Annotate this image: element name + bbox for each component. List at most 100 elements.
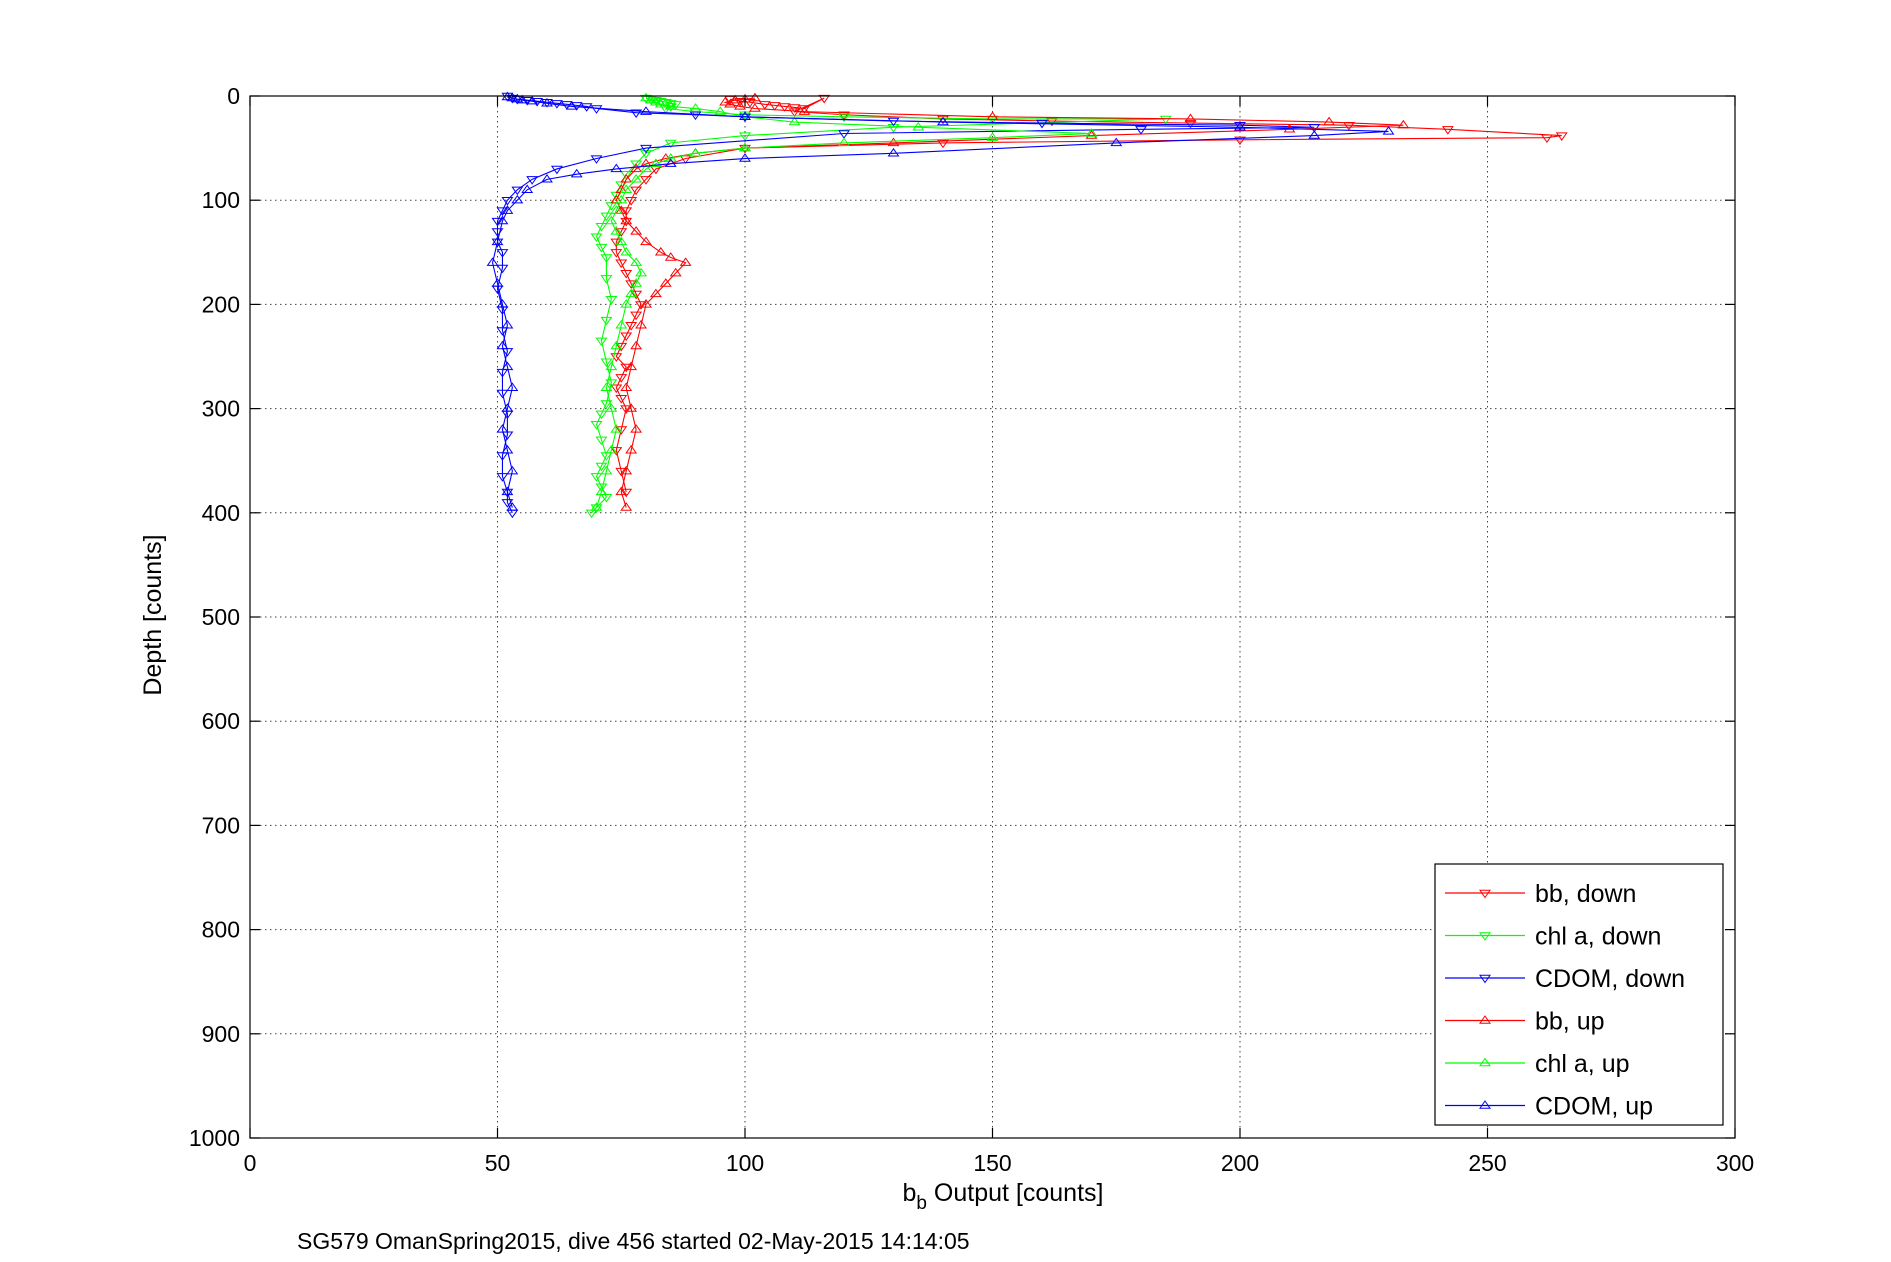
data-point	[511, 93, 524, 103]
data-point	[659, 278, 672, 287]
data-point	[937, 116, 949, 126]
data-point	[640, 163, 652, 173]
data-point	[501, 205, 514, 214]
data-point	[620, 502, 633, 511]
data-point	[630, 340, 643, 350]
data-point	[605, 361, 618, 371]
legend-entry: bb, down	[1445, 880, 1636, 908]
x-tick-label: 100	[726, 1150, 764, 1176]
y-axis-ticks: 0 100 200 300 400 500 600 700 800 900 1000	[189, 83, 1735, 1151]
legend-swatch-marker	[1479, 932, 1491, 941]
data-point	[605, 295, 618, 305]
legend-swatch-marker	[1479, 1057, 1491, 1067]
data-point	[669, 267, 682, 277]
data-point	[501, 499, 514, 508]
data-point	[620, 332, 633, 342]
y-tick-label: 200	[202, 291, 240, 317]
data-point	[501, 488, 514, 498]
data-point	[511, 186, 524, 196]
data-point	[615, 426, 628, 435]
data-point	[654, 98, 667, 108]
data-point	[511, 194, 524, 204]
data-point	[600, 400, 613, 409]
y-tick-label: 900	[202, 1021, 240, 1047]
data-point	[610, 340, 623, 350]
data-point	[630, 160, 643, 170]
data-point	[689, 147, 702, 157]
data-point	[610, 424, 623, 433]
legend-swatch-marker	[1479, 1015, 1491, 1024]
legend-box	[1434, 863, 1724, 1126]
data-point	[501, 361, 514, 371]
data-point	[640, 106, 652, 115]
data-point	[615, 319, 628, 329]
data-point	[748, 103, 761, 112]
y-tick-label: 1000	[189, 1125, 240, 1151]
data-point	[838, 111, 850, 121]
data-point	[679, 257, 692, 266]
data-point	[664, 139, 677, 149]
data-point	[714, 106, 727, 115]
data-point	[640, 176, 652, 185]
data-point	[640, 92, 652, 102]
legend-entry: CDOM, down	[1445, 965, 1685, 993]
data-point	[491, 217, 504, 227]
data-point	[1234, 136, 1246, 146]
data-point	[506, 509, 519, 519]
data-point	[798, 106, 811, 115]
data-point	[986, 111, 999, 121]
data-point	[1441, 126, 1454, 135]
legend-entry: chl a, down	[1445, 923, 1661, 951]
data-point	[595, 483, 608, 493]
data-point	[620, 299, 633, 308]
data-point	[739, 132, 751, 141]
data-point	[838, 130, 850, 139]
series-0	[610, 94, 1568, 498]
data-point	[595, 243, 608, 253]
series-line	[591, 97, 1166, 514]
data-point	[644, 94, 657, 104]
data-point	[620, 184, 633, 193]
data-point	[595, 223, 608, 232]
x-tick-label: 200	[1221, 1150, 1259, 1176]
data-point	[496, 249, 509, 258]
legend-entry: chl a, up	[1445, 1050, 1630, 1078]
data-point	[491, 238, 504, 248]
data-point	[521, 184, 534, 193]
data-point	[600, 254, 613, 263]
x-axis-label-rest: Output [counts]	[927, 1179, 1104, 1207]
data-point	[620, 269, 633, 279]
data-point	[664, 103, 677, 112]
data-point	[620, 465, 633, 475]
data-point	[541, 97, 553, 107]
legend-label: CDOM, up	[1535, 1093, 1653, 1121]
data-point	[1382, 126, 1395, 135]
x-tick-label: 300	[1716, 1150, 1754, 1176]
data-point	[838, 137, 850, 147]
data-point	[625, 288, 638, 298]
data-point	[758, 101, 771, 110]
data-point	[937, 115, 949, 125]
y-tick-label: 500	[202, 604, 240, 630]
data-point	[516, 94, 529, 104]
data-point	[664, 101, 677, 110]
data-point	[1085, 128, 1098, 137]
data-point	[739, 144, 751, 154]
series-line	[615, 97, 1562, 493]
data-point	[501, 444, 514, 454]
data-point	[729, 94, 742, 104]
data-point	[625, 322, 638, 331]
data-point	[937, 139, 949, 149]
data-point	[649, 96, 662, 106]
data-point	[610, 238, 623, 248]
data-point	[1234, 121, 1246, 131]
data-point	[625, 361, 638, 371]
data-point	[526, 176, 539, 185]
x-tick-label: 250	[1468, 1150, 1506, 1176]
data-point	[605, 215, 618, 225]
legend: bb, down chl a, down CDOM, down bb, up chl a…	[1434, 863, 1724, 1126]
data-point	[610, 249, 623, 258]
data-point	[600, 212, 613, 222]
data-point	[1540, 134, 1553, 144]
data-point	[664, 158, 677, 167]
